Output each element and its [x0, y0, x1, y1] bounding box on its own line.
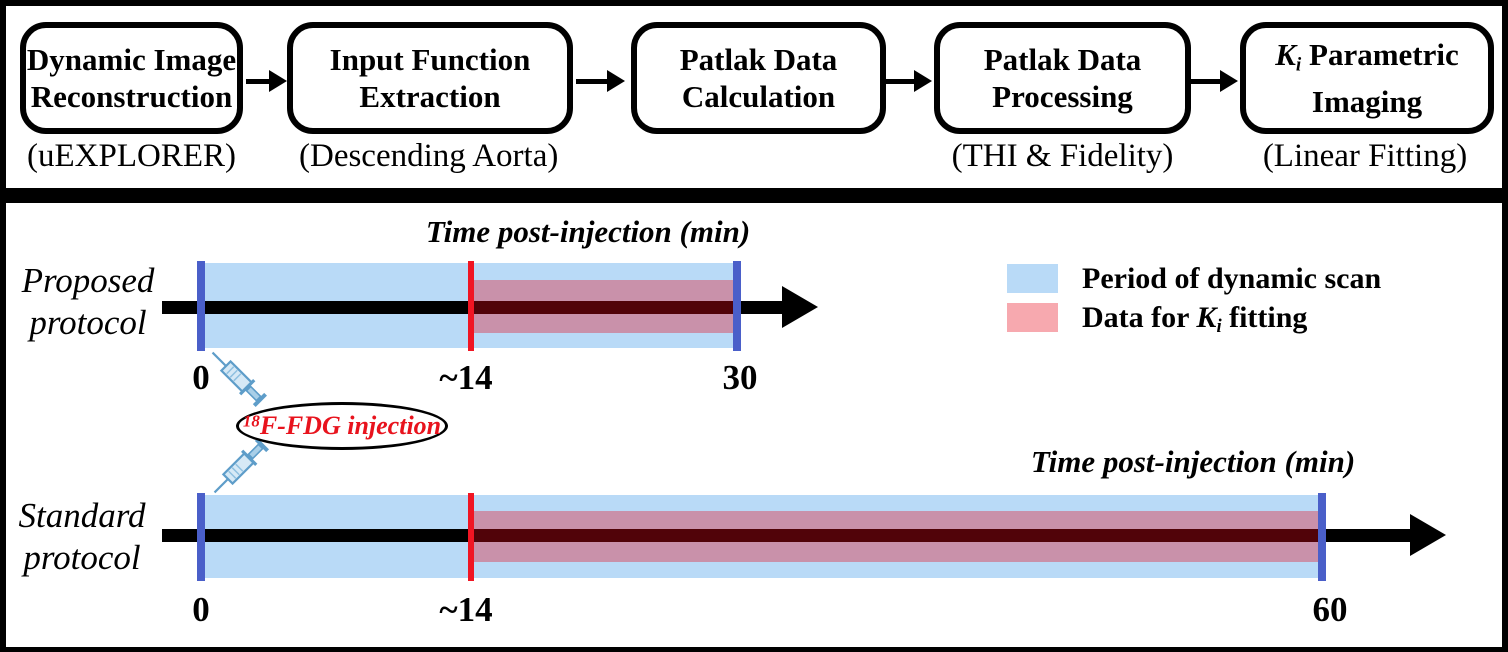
legend-label-post: fitting	[1221, 301, 1308, 334]
proposed-tick-30: 30	[722, 358, 758, 397]
arrow-shaft	[1190, 79, 1222, 84]
row-label-standard: Standard protocol	[2, 495, 162, 579]
axis-title-standard: Time post-injection (min)	[1030, 444, 1356, 479]
row-label-line2: protocol	[23, 538, 141, 577]
proposed-end-marker	[733, 261, 741, 351]
standard-tick-14: ~14	[439, 590, 493, 629]
arrow-shaft	[246, 79, 271, 84]
flow-step-dynamic-image-reconstruction: Dynamic Image Reconstruction	[20, 22, 243, 134]
flow-step-line2: Extraction	[359, 79, 501, 114]
flow-caption-uexplorer: (uEXPLORER)	[27, 138, 236, 174]
isotope-superscript: 18	[242, 411, 260, 431]
row-label-line1: Standard	[18, 496, 146, 535]
standard-ki-fitting-overlay	[470, 511, 1322, 562]
flow-caption-descending-aorta: (Descending Aorta)	[299, 138, 559, 174]
row-label-line2: protocol	[29, 303, 147, 342]
legend-label-ki-fitting: Data for Ki fitting	[1082, 301, 1307, 338]
arrow-shaft	[886, 79, 916, 84]
ki-subscript: i	[1216, 316, 1222, 338]
flow-step-line2: Processing	[992, 79, 1133, 114]
proposed-time-axis-shaft	[162, 301, 792, 314]
ki-symbol: K	[1275, 36, 1296, 72]
arrow-head	[269, 70, 287, 92]
proposed-tick-0: 0	[192, 358, 210, 397]
standard-time-axis-arrowhead	[1410, 514, 1446, 556]
flow-caption-thi-fidelity: (THI & Fidelity)	[951, 138, 1174, 174]
injection-label-text: F-FDG injection	[259, 411, 442, 440]
flow-step-line2: Reconstruction	[30, 79, 233, 114]
flow-step-line2: Imaging	[1311, 84, 1423, 120]
standard-tick-60: 60	[1312, 590, 1348, 629]
arrow-shaft	[576, 79, 609, 84]
flow-step-line1: Patlak Data	[679, 42, 838, 77]
legend-label-pre: Data for	[1082, 301, 1197, 334]
proposed-ki-fitting-overlay	[470, 280, 737, 333]
arrow-head	[607, 70, 625, 92]
ki-subscript: i	[1295, 54, 1302, 76]
arrow-head	[914, 70, 932, 92]
row-label-line1: Proposed	[21, 261, 155, 300]
pipeline-panel: Dynamic Image Reconstruction (uEXPLORER)…	[6, 6, 1502, 188]
syringe-icon	[206, 433, 274, 501]
standard-mid-marker	[468, 493, 474, 581]
proposed-time-axis-arrowhead	[782, 286, 818, 328]
flow-step-patlak-data-processing: Patlak Data Processing	[934, 22, 1191, 134]
flow-step-line2: Calculation	[681, 79, 836, 114]
arrow-head	[1220, 70, 1238, 92]
ki-symbol: K	[1196, 301, 1217, 334]
flow-caption-linear-fitting: (Linear Fitting)	[1262, 138, 1468, 174]
legend-swatch-ki-fitting	[1007, 303, 1058, 332]
legend-swatch-dynamic-scan	[1007, 264, 1058, 293]
standard-end-marker	[1318, 493, 1326, 581]
flow-step-line1: Ki Parametric	[1275, 36, 1459, 83]
flow-step-ki-parametric-imaging: Ki Parametric Imaging	[1240, 22, 1494, 134]
flow-step-line1: Input Function	[329, 42, 531, 77]
flow-step-line1: Dynamic Image	[26, 42, 237, 77]
flow-step-line1-rest: Parametric	[1301, 36, 1459, 72]
injection-label: 18F-FDG injection	[243, 411, 441, 441]
flow-step-input-function-extraction: Input Function Extraction	[287, 22, 573, 134]
standard-time-axis-shaft	[162, 529, 1410, 542]
axis-title-proposed: Time post-injection (min)	[425, 214, 751, 249]
standard-start-marker	[197, 493, 205, 581]
proposed-mid-marker	[468, 261, 474, 351]
standard-tick-0: 0	[192, 590, 210, 629]
flow-step-line1: Patlak Data	[983, 42, 1142, 77]
proposed-tick-14: ~14	[439, 358, 493, 397]
injection-callout: 18F-FDG injection	[236, 402, 448, 450]
legend-label-dynamic-scan: Period of dynamic scan	[1082, 262, 1382, 295]
row-label-proposed: Proposed protocol	[8, 260, 168, 344]
proposed-start-marker	[197, 261, 205, 351]
syringe-icon	[204, 344, 272, 412]
flow-step-patlak-data-calculation: Patlak Data Calculation	[631, 22, 886, 134]
